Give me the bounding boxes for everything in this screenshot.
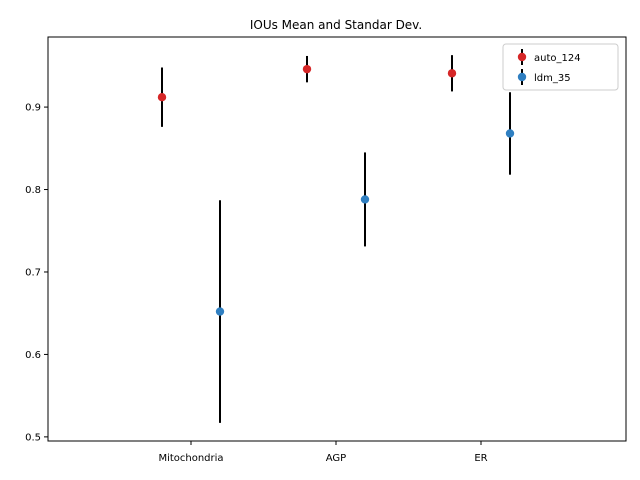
y-tick-label: 0.6 (25, 350, 41, 361)
x-tick-label: AGP (326, 453, 346, 464)
legend: auto_124 ldm_35 (502, 43, 619, 91)
x-tick-label: ER (474, 453, 487, 464)
legend-marker (517, 72, 527, 82)
data-point (157, 92, 167, 102)
y-tick-label: 0.8 (25, 185, 41, 196)
y-tick-label: 0.9 (25, 103, 41, 114)
data-point (447, 69, 457, 78)
plot-area: 0.5 0.6 0.7 0.8 0.9 Mitochondria AGP ER (25, 36, 627, 464)
data-point (360, 195, 370, 204)
chart-title: IOUs Mean and Standar Dev. (250, 18, 422, 32)
legend-label: ldm_35 (534, 73, 571, 84)
legend-marker (517, 52, 527, 62)
y-tick-label: 0.5 (25, 432, 41, 443)
x-tick-label: Mitochondria (158, 453, 223, 464)
legend-box (502, 43, 619, 91)
data-point (302, 64, 312, 74)
axes-frame (47, 36, 627, 442)
legend-label: auto_124 (534, 53, 581, 64)
data-point (215, 307, 225, 316)
y-tick-label: 0.7 (25, 267, 41, 278)
data-point (505, 129, 515, 138)
